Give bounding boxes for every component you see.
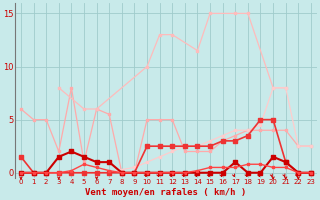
X-axis label: Vent moyen/en rafales ( km/h ): Vent moyen/en rafales ( km/h ) xyxy=(85,188,247,197)
